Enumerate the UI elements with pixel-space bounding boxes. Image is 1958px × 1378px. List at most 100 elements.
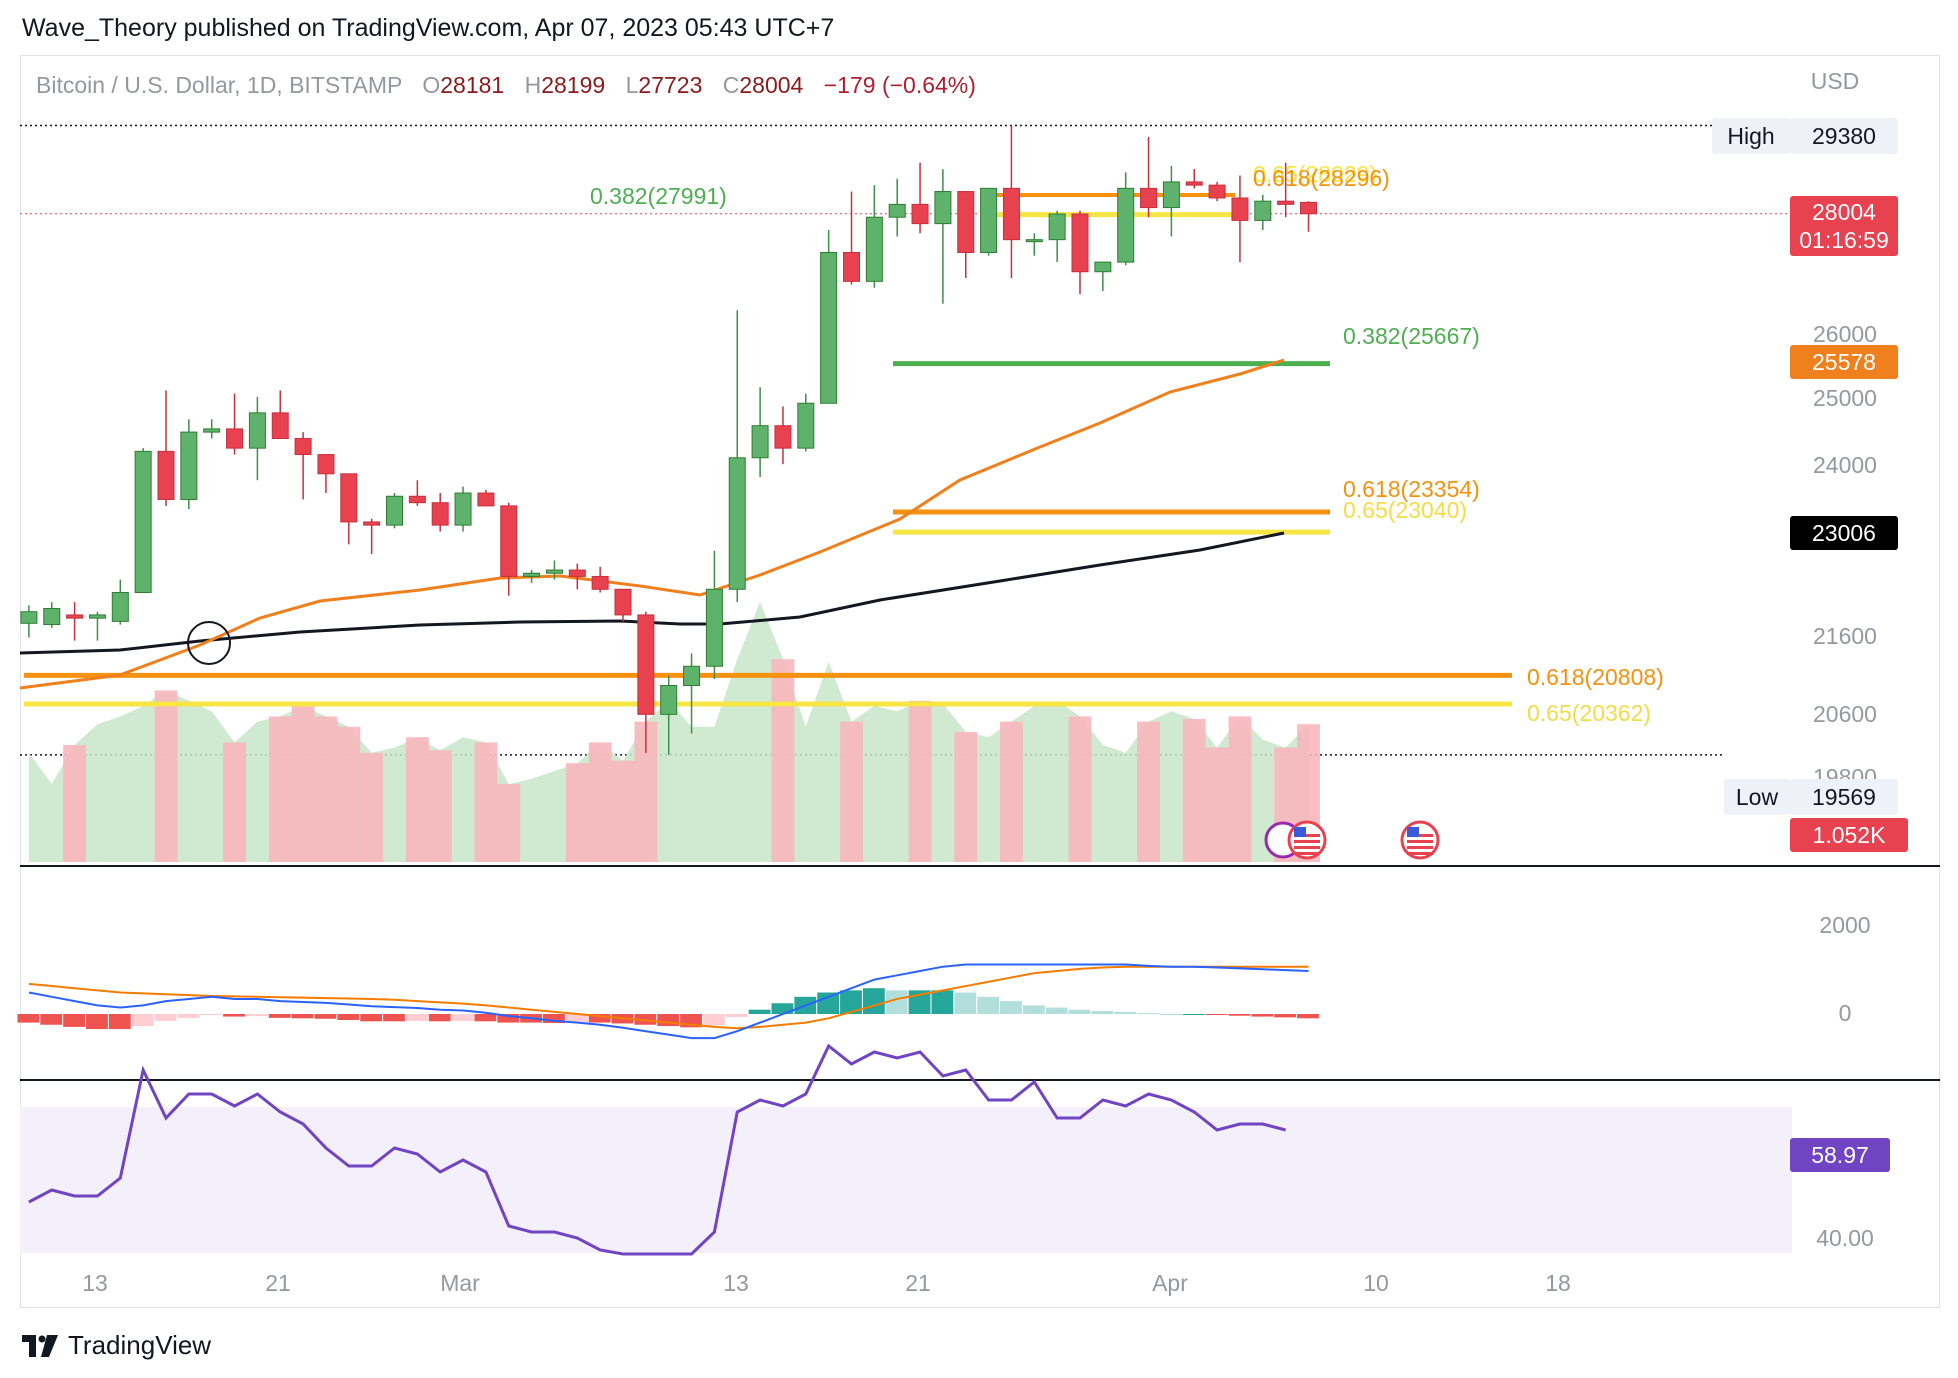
macd-histogram-bar: [314, 1014, 337, 1019]
macd-histogram-bar: [954, 992, 977, 1014]
symbol-name[interactable]: Bitcoin / U.S. Dollar, 1D, BITSTAMP: [36, 72, 402, 98]
candle-body: [134, 450, 152, 593]
macd-histogram-bar: [1000, 1001, 1022, 1014]
macd-histogram-bar: [1114, 1011, 1137, 1014]
volume-bar-down: [954, 732, 978, 862]
macd-histogram-bar: [634, 1014, 657, 1025]
close-key: C: [722, 72, 740, 98]
ema-fast-tag: 25578: [1790, 345, 1898, 379]
volume-bar-down: [223, 742, 246, 862]
volume-bar-down: [908, 700, 932, 862]
currency-label[interactable]: USD: [1810, 67, 1860, 94]
candle-body: [843, 251, 860, 282]
candle-body: [865, 216, 883, 282]
macd-histogram-bar: [862, 988, 885, 1014]
macd-histogram-bar: [40, 1014, 63, 1025]
candle-body: [683, 665, 701, 687]
candle-body: [545, 569, 563, 574]
candle-body: [157, 450, 175, 500]
candle-body: [1231, 197, 1249, 221]
candle-body: [408, 495, 426, 504]
macd-histogram-bar: [748, 1009, 771, 1014]
macd-histogram-bar: [840, 990, 862, 1014]
fib-low-618-label: 0.618(20808): [1527, 664, 1664, 690]
volume-bar-down: [497, 784, 521, 862]
open-value: 28181: [440, 72, 505, 98]
macd-histogram-bar: [223, 1014, 245, 1017]
macd-histogram-bar: [108, 1014, 131, 1030]
macd-histogram-bar: [451, 1014, 474, 1021]
macd-histogram-bar: [245, 1014, 268, 1017]
macd-histogram-bar: [474, 1014, 497, 1022]
ema-slow-line: [19, 531, 1285, 655]
brand-name: TradingView: [68, 1330, 212, 1360]
axis-tick-21600: 21600: [1813, 622, 1877, 649]
candle-body: [911, 203, 929, 225]
macd-histogram-bar: [588, 1014, 611, 1023]
macd-line: [28, 963, 1309, 1040]
candle-body: [43, 608, 61, 626]
low-label: Low: [1724, 779, 1790, 815]
candle-body: [66, 614, 84, 619]
us-flag-icon: [1400, 820, 1440, 860]
volume-bar-down: [154, 690, 178, 862]
axis-tick-20600: 20600: [1813, 700, 1877, 727]
candle-body: [20, 611, 38, 624]
us-flag-icon: [1287, 820, 1327, 860]
fib-mid-382-label: 0.382(25667): [1343, 323, 1480, 349]
macd-histogram-bar: [131, 1014, 154, 1027]
candle-body: [226, 428, 244, 449]
candle-body: [1162, 181, 1180, 209]
macd-histogram-bar: [17, 1014, 40, 1023]
last-price-tag: 28004 01:16:59: [1790, 196, 1898, 256]
macd-histogram-bar: [817, 992, 840, 1014]
candle-body: [1094, 261, 1112, 273]
macd-histogram-bar: [1045, 1007, 1068, 1014]
volume-bar-down: [1205, 747, 1229, 862]
ema-slow-tag: 23006: [1790, 516, 1898, 550]
rsi-line: [28, 1043, 1287, 1256]
rsi-band: [20, 1107, 1792, 1253]
volume-bar-down: [565, 763, 589, 862]
macd-histogram-bar: [1205, 1014, 1228, 1015]
macd-histogram-bar: [200, 1014, 223, 1015]
volume-bar-down: [771, 659, 795, 862]
volume-bar-down: [1137, 721, 1160, 862]
candle-body: [637, 614, 655, 715]
high-value: 28199: [541, 72, 606, 98]
candle-body: [88, 614, 106, 619]
bar-countdown: 01:16:59: [1799, 227, 1889, 253]
cross-marker: [187, 621, 231, 665]
macd-histogram-bar: [177, 1014, 200, 1018]
ema-fast-line: [19, 358, 1285, 690]
high-label: High: [1712, 118, 1790, 154]
volume-bar-down: [1182, 719, 1206, 862]
volume-bar-down: [63, 745, 87, 862]
candle-body: [1002, 187, 1020, 241]
candle-body: [705, 588, 723, 667]
open-key: O: [422, 72, 441, 98]
macd-histogram-bar: [1274, 1014, 1297, 1018]
candle-body: [523, 572, 541, 577]
axis-tick-26000: 26000: [1813, 320, 1877, 347]
macd-histogram-bar: [63, 1014, 86, 1027]
macd-histogram-bar: [1297, 1014, 1319, 1019]
tradingview-logo[interactable]: TradingView: [22, 1330, 211, 1361]
candle-body: [340, 473, 358, 523]
macd-histogram-bar: [268, 1014, 291, 1018]
volume-bar-down: [291, 706, 315, 862]
macd-tick-2000: 2000: [1819, 911, 1871, 938]
macd-signal-line: [28, 965, 1309, 1030]
macd-histogram-bar: [885, 990, 908, 1014]
macd-histogram-bar: [1251, 1014, 1274, 1017]
volume-bar-down: [360, 752, 384, 862]
candle-body: [888, 203, 906, 218]
rsi-tick-40: 40.00: [1816, 1224, 1874, 1251]
candle-body: [180, 431, 198, 500]
macd-histogram-bar: [86, 1014, 108, 1030]
candle-body: [1185, 181, 1203, 186]
macd-histogram-bar: [702, 1014, 725, 1026]
candle-body: [1277, 200, 1295, 205]
candle-body: [934, 191, 952, 225]
